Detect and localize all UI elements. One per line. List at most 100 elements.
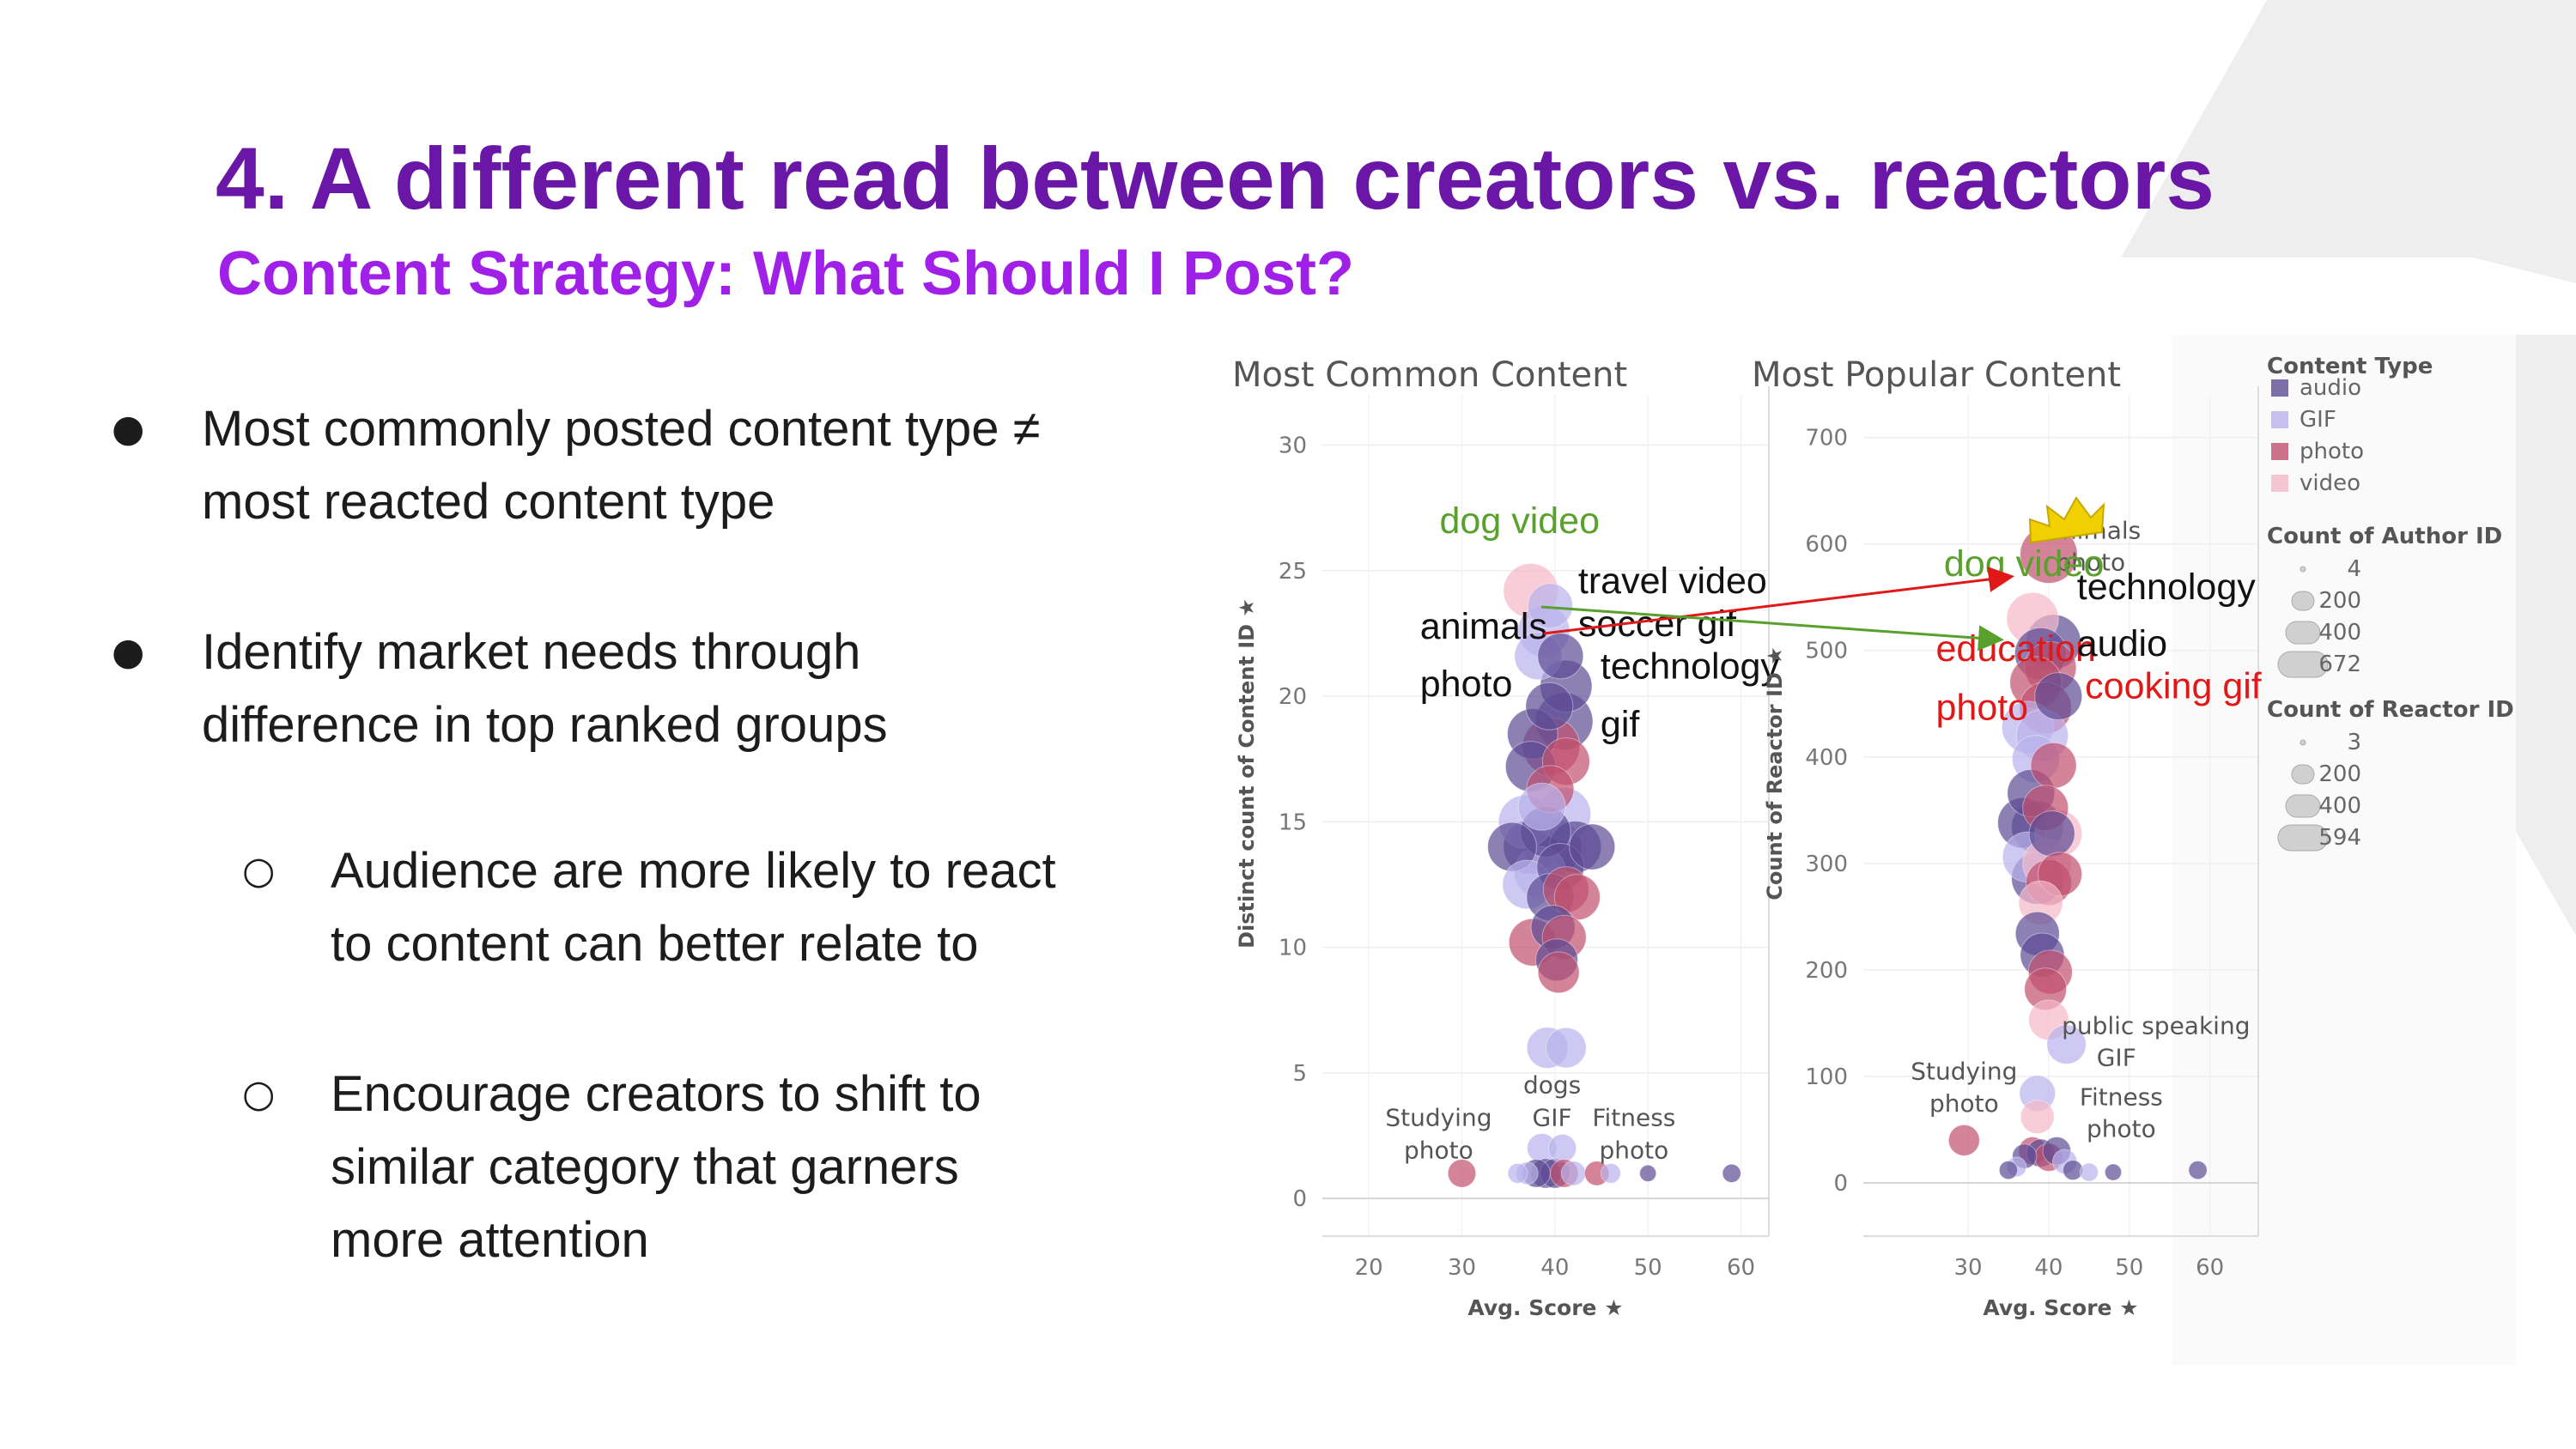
legend-swatch [2271, 443, 2288, 460]
x-axis-label: Avg. Score ★ [1467, 1295, 1623, 1320]
data-point [1545, 1027, 1587, 1069]
annotation-label: education [1935, 628, 2096, 670]
annotation-label: dog video [1440, 500, 1601, 542]
annotation-label: photo [1935, 687, 2028, 728]
legend-reactor-swatch [2277, 824, 2329, 852]
arrow-red [1543, 567, 2014, 635]
annotation-label: dog video [1944, 543, 2105, 585]
annotation-label: animals [1420, 606, 1547, 647]
bullet-item: Most commonly posted content type ≠ most… [202, 392, 1040, 538]
bullet-line: most reacted content type [202, 474, 775, 530]
bullet-marker: ● [112, 407, 145, 451]
point-label: Studying [1385, 1103, 1492, 1131]
legend-reactor-label: 400 [2318, 793, 2361, 819]
data-point [1537, 951, 1580, 994]
data-point [2020, 1100, 2055, 1135]
legend-reactor-label: 3 [2347, 730, 2361, 755]
x-tick-label: 30 [1448, 1255, 1476, 1281]
legend-author-label: 400 [2318, 620, 2361, 646]
data-point [2028, 810, 2075, 858]
legend-title-content-type: Content Type [2267, 354, 2433, 379]
legend-label: audio [2300, 375, 2361, 401]
legend-label: video [2300, 470, 2360, 496]
data-point [2030, 742, 2077, 789]
y-tick-label: 400 [1805, 745, 1848, 771]
data-point [1722, 1163, 1741, 1183]
legend-author-label: 4 [2347, 556, 2361, 582]
chart-title: Most Popular Content [1752, 355, 2121, 395]
decor-shape-right [2512, 335, 2576, 936]
y-tick-label: 5 [1292, 1061, 1307, 1087]
legend-author-swatch [2300, 566, 2306, 573]
point-label: photo [1600, 1136, 1669, 1164]
y-tick-label: 200 [1805, 958, 1848, 984]
y-tick-label: 600 [1805, 532, 1848, 558]
data-point [2188, 1160, 2208, 1180]
legend-reactor-label: 594 [2318, 825, 2361, 851]
point-label: GIF [2097, 1044, 2136, 1072]
legend-reactor-swatch [2285, 794, 2321, 818]
bullet-line: to content can better relate to [331, 916, 979, 972]
bullet-line: similar category that garners [331, 1139, 959, 1195]
data-point [1527, 583, 1573, 629]
arrow-green [1540, 605, 2004, 652]
data-point [1998, 1160, 2019, 1180]
y-tick-label: 700 [1805, 426, 1848, 452]
y-tick-label: 15 [1279, 809, 1307, 835]
data-point [1537, 633, 1584, 680]
annotation-label: cooking gif [2085, 666, 2263, 707]
bullet-line: Encourage creators to shift to [331, 1066, 981, 1122]
x-tick-label: 20 [1355, 1255, 1383, 1281]
crown-icon [2028, 496, 2105, 544]
point-label: Fitness [1592, 1103, 1675, 1131]
data-point [1447, 1159, 1477, 1188]
y-tick-label: 20 [1279, 684, 1307, 710]
y-tick-label: 300 [1805, 852, 1848, 877]
point-label: Fitness [2080, 1082, 2163, 1111]
data-point [2079, 1162, 2099, 1182]
annotation-label: audio [2077, 623, 2167, 664]
x-tick-label: 60 [2196, 1255, 2224, 1281]
legend-swatch [2271, 411, 2288, 428]
legend-swatch [2271, 379, 2288, 397]
data-point [1569, 823, 1616, 870]
y-axis-label: Distinct count of Content ID ★ [1235, 598, 1259, 949]
x-axis-label: Avg. Score ★ [1983, 1295, 2138, 1320]
annotation-label: photo [1420, 664, 1513, 705]
y-tick-label: 30 [1279, 433, 1307, 459]
x-tick-label: 60 [1727, 1255, 1755, 1281]
annotation-label: gif [1601, 704, 1640, 745]
x-tick-label: 50 [1634, 1255, 1662, 1281]
y-axis-label: Count of Reactor ID ★ [1763, 646, 1787, 900]
legend-label: GIF [2300, 407, 2336, 433]
data-point [1547, 1133, 1577, 1163]
x-tick-label: 50 [2115, 1255, 2143, 1281]
y-tick-label: 100 [1805, 1064, 1848, 1090]
chart-panel-2: Most Popular Content 0 100 200 300 400 500 600 7… [1752, 355, 2263, 1320]
bullet-item: Identify market needs through difference… [202, 615, 888, 761]
data-point [2046, 1024, 2087, 1064]
legend-reactor-swatch [2291, 764, 2315, 785]
decor-shape-top [2121, 0, 2576, 283]
x-tick-label: 40 [2034, 1255, 2063, 1281]
data-point [1507, 1162, 1528, 1184]
bullet-line: Most commonly posted content type ≠ [202, 401, 1041, 457]
y-tick-label: 0 [1833, 1171, 1848, 1197]
x-tick-label: 40 [1540, 1255, 1569, 1281]
slide-title: 4. A different read between creators vs.… [216, 130, 2215, 227]
legend-author-swatch [2277, 651, 2329, 678]
sub-bullet-item: Audience are more likely to react to con… [331, 834, 1056, 980]
point-label: dogs [1523, 1070, 1581, 1099]
data-point [1517, 782, 1566, 831]
data-point [1639, 1164, 1657, 1182]
slide-subtitle: Content Strategy: What Should I Post? [217, 239, 1354, 308]
point-label: Studying [1911, 1058, 2017, 1086]
data-point [2104, 1163, 2123, 1181]
data-point [1947, 1124, 1980, 1156]
annotation-label: travel video [1578, 561, 1767, 602]
legend-swatch [2271, 475, 2288, 492]
bullet-marker: ● [112, 630, 145, 674]
annotation-label: technology [1601, 646, 1779, 688]
